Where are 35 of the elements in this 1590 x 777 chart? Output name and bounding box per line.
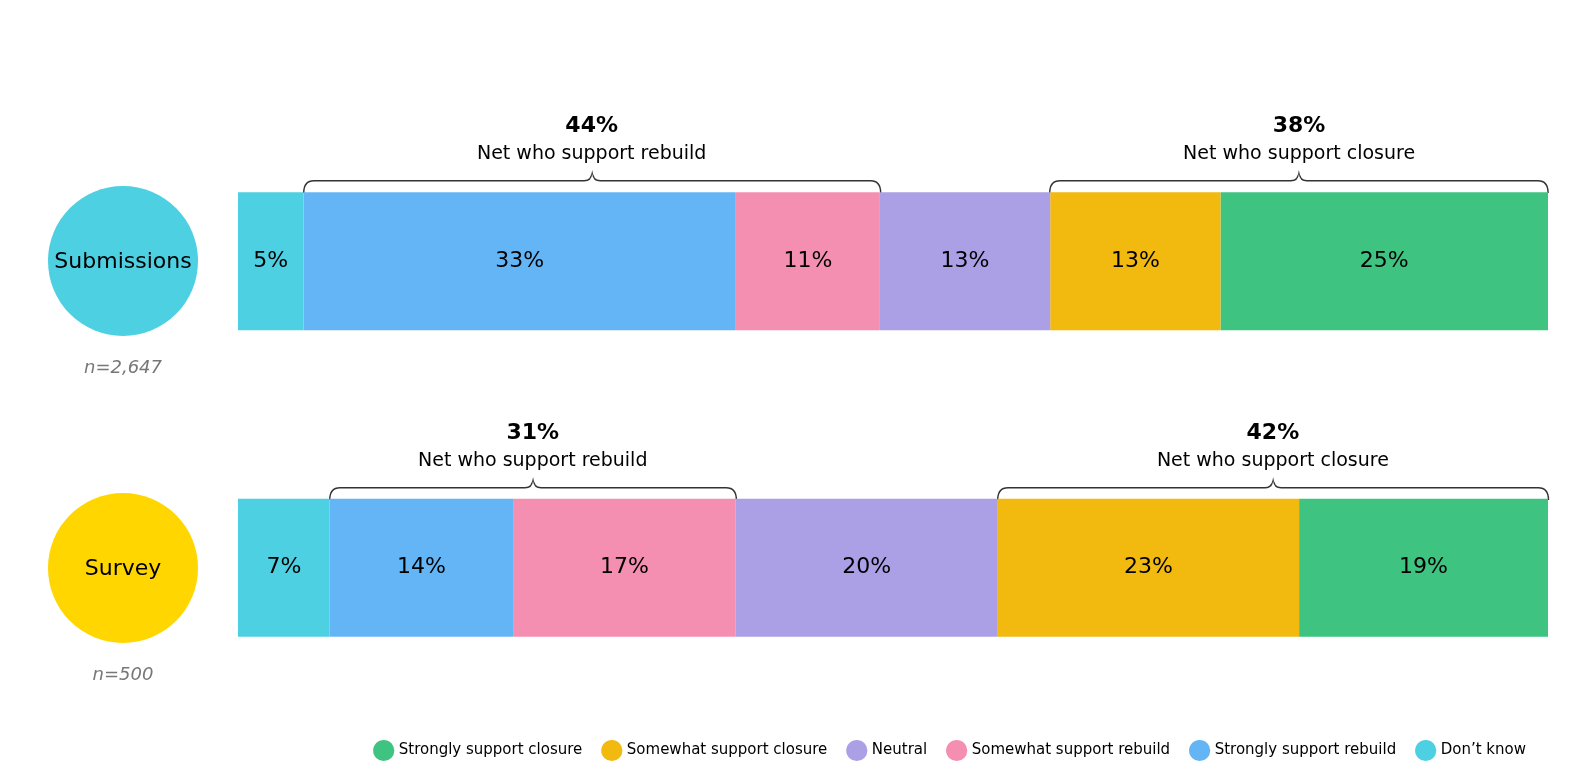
data-label: 13% xyxy=(940,246,990,272)
annotation: 31% xyxy=(505,417,561,446)
data-label: 17% xyxy=(600,553,649,579)
data-label: 7% xyxy=(266,553,302,579)
annotation: 44% xyxy=(564,111,619,140)
annotation: Net who support closure xyxy=(1155,446,1390,472)
data-label: 20% xyxy=(842,553,892,579)
text: n=500 xyxy=(91,662,155,684)
text: n=2,647 xyxy=(83,356,163,378)
annotation: Net who support closure xyxy=(1182,140,1417,166)
bar xyxy=(238,498,330,637)
legend-label: Somewhat support rebuild xyxy=(971,740,1171,759)
data-label: 23% xyxy=(1124,553,1173,579)
bar xyxy=(238,192,304,331)
annotation: 38% xyxy=(1271,111,1327,140)
data-label: 25% xyxy=(1359,246,1409,272)
data-label: 13% xyxy=(1110,246,1160,272)
legend-label: Somewhat support closure xyxy=(626,740,828,759)
data-label: 5% xyxy=(253,246,289,272)
bar xyxy=(879,192,1051,331)
data-label: 19% xyxy=(1399,553,1448,579)
legend-label: Strongly support rebuild xyxy=(1214,740,1397,759)
data-label: 33% xyxy=(495,246,545,272)
annotation: Net who support rebuild xyxy=(475,140,708,166)
annotation: 42% xyxy=(1245,417,1301,446)
legend-label: Neutral xyxy=(871,740,928,759)
data-label: 14% xyxy=(396,553,446,579)
annotation: Net who support rebuild xyxy=(417,446,649,472)
legend-label: Strongly support closure xyxy=(398,740,583,759)
y-tick-label: Submissions xyxy=(53,247,193,276)
bar xyxy=(735,498,998,637)
data-label: 11% xyxy=(783,246,833,272)
bar xyxy=(735,192,880,331)
legend-label: Don’t know xyxy=(1440,740,1527,759)
y-tick-label: Survey xyxy=(83,553,163,582)
